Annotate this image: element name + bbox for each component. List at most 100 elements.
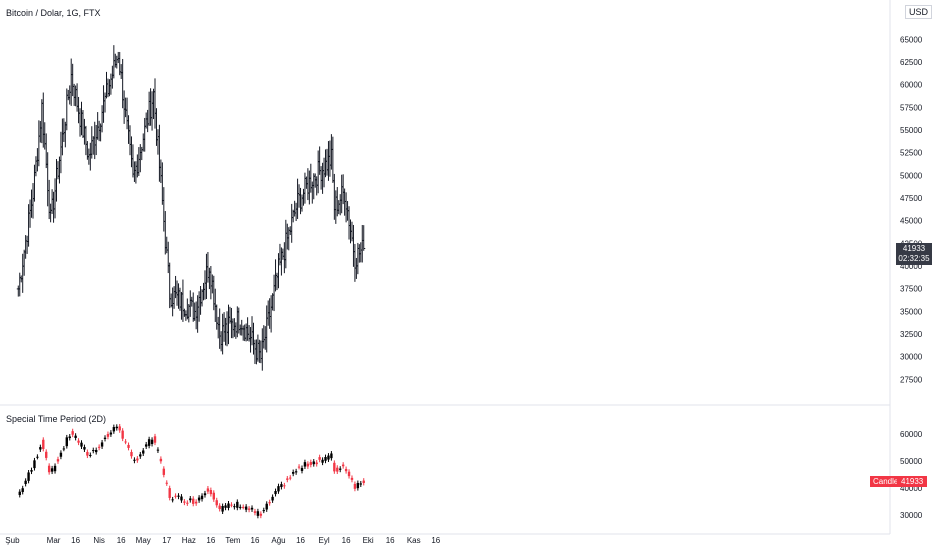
indicator-candle: [42, 437, 45, 452]
time-tick-label: 16: [342, 536, 351, 545]
price-tick-label: 30000: [900, 353, 923, 362]
indicator-candle: [80, 440, 83, 450]
indicator-candle: [47, 463, 51, 475]
indicator-candle: [153, 433, 157, 446]
last-price-value: 41933: [902, 244, 926, 253]
indicator-candle: [144, 441, 148, 450]
time-tick-label: Eyl: [318, 536, 329, 545]
indicator-candle: [244, 504, 248, 513]
indicator-candle: [262, 507, 265, 514]
indicator-label-tag: Candle: [870, 476, 902, 487]
indicator-candle: [39, 444, 42, 452]
indicator-candle: [112, 424, 116, 434]
time-tick-label: Kas: [407, 536, 421, 545]
indicator-candle: [312, 459, 315, 467]
indicator-candle: [118, 423, 121, 433]
indicator-candle: [233, 503, 236, 510]
indicator-candle: [294, 468, 298, 475]
indicator-candle: [180, 494, 183, 503]
indicator-candle: [303, 459, 307, 469]
indicator-candle: [86, 449, 89, 459]
indicator-candle: [271, 494, 274, 503]
indicator-candles: [18, 423, 365, 519]
price-tick-label: 35000: [900, 307, 923, 316]
indicator-candle: [130, 449, 133, 459]
price-tick-label: 65000: [900, 35, 923, 44]
indicator-candle: [256, 508, 260, 519]
indicator-candle: [230, 502, 233, 508]
indicator-candle: [159, 456, 163, 464]
indicator-candle: [356, 480, 360, 491]
price-tick-label: 60000: [900, 81, 923, 90]
time-tick-label: 16: [431, 536, 440, 545]
indicator-candle: [189, 495, 192, 503]
indicator-candle: [318, 454, 321, 463]
indicator-candle: [142, 448, 145, 456]
indicator-candle: [156, 447, 160, 454]
indicator-candle: [277, 483, 280, 494]
time-tick-label: Tem: [225, 536, 240, 545]
indicator-candle: [50, 465, 54, 475]
price-tick-label: 52500: [900, 149, 923, 158]
indicator-candle: [24, 478, 27, 487]
indicator-candle: [209, 487, 213, 497]
chart-title: Bitcoin / Dolar, 1G, FTX: [6, 8, 101, 18]
indicator-candle: [33, 457, 36, 471]
indicator-candle: [71, 428, 74, 438]
indicator-candle: [147, 436, 151, 449]
indicator-candle: [289, 475, 292, 481]
price-tick-label: 40000: [900, 262, 923, 271]
indicator-candle: [247, 506, 251, 513]
indicator-candle: [353, 481, 357, 492]
time-tick-label: 16: [71, 536, 80, 545]
indicator-candle: [27, 470, 30, 484]
indicator-candle: [291, 469, 295, 477]
indicator-candle: [280, 481, 283, 490]
indicator-candle: [309, 459, 313, 468]
indicator-candle: [121, 428, 124, 442]
time-tick-label: Mar: [47, 536, 61, 545]
bar-countdown: 02:32:35: [898, 254, 930, 263]
indicator-candle: [327, 453, 330, 462]
indicator-candle: [56, 456, 60, 464]
currency-unit[interactable]: USD: [905, 5, 932, 19]
indicator-candle: [362, 478, 365, 486]
indicator-candle: [321, 457, 324, 466]
time-tick-label: Haz: [182, 536, 196, 545]
indicator-candle: [333, 460, 336, 474]
indicator-candle: [283, 482, 286, 489]
indicator-candle: [200, 493, 204, 502]
indicator-candle: [177, 493, 180, 500]
price-tick-label: 62500: [900, 58, 923, 67]
indicator-candle: [227, 501, 230, 511]
indicator-candle: [300, 465, 304, 474]
indicator-candle: [330, 451, 333, 461]
price-tick-label: 32500: [900, 330, 923, 339]
indicator-tick-label: 30000: [900, 511, 923, 520]
ohlc-bar: [362, 225, 366, 251]
indicator-candle: [168, 485, 171, 501]
indicator-candle: [324, 454, 327, 464]
price-tick-label: 55000: [900, 126, 923, 135]
indicator-candle: [186, 500, 189, 506]
indicator-candle: [341, 462, 345, 469]
indicator-candle: [197, 495, 201, 503]
indicator-candle: [250, 505, 254, 512]
indicator-candle: [224, 503, 227, 511]
price-tick-label: 45000: [900, 217, 923, 226]
indicator-candle: [77, 438, 80, 446]
indicator-candle: [21, 485, 24, 495]
indicator-candle: [127, 442, 130, 451]
time-tick-label: 16: [296, 536, 305, 545]
indicator-candle: [92, 447, 95, 454]
time-tick-label: 16: [206, 536, 215, 545]
indicator-tick-label: 40000: [900, 484, 923, 493]
indicator-candle: [242, 504, 245, 510]
indicator-candle: [315, 460, 318, 467]
indicator-candle: [30, 467, 33, 475]
indicator-title[interactable]: Special Time Period (2D): [6, 414, 107, 424]
indicator-candle: [236, 499, 239, 511]
indicator-candle: [89, 452, 92, 458]
